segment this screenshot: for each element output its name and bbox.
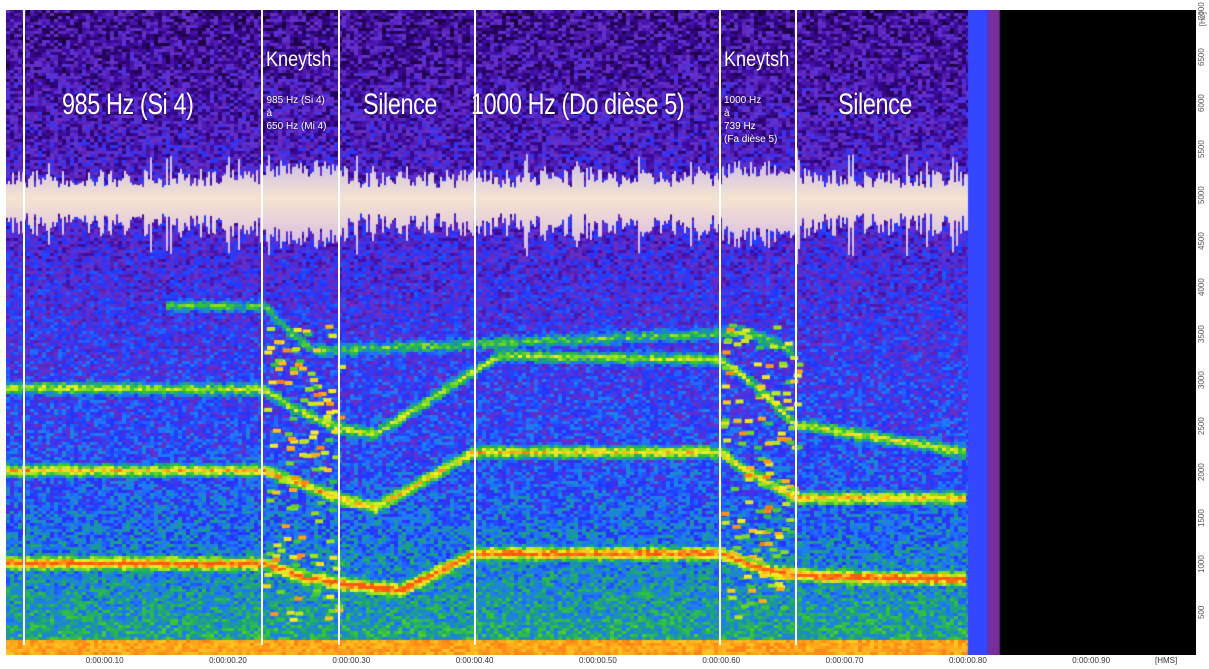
y-tick-label: 5000 bbox=[1197, 186, 1206, 205]
x-tick-label: 0:00:00.30 bbox=[332, 656, 371, 665]
y-tick-label: 3500 bbox=[1197, 324, 1206, 343]
segment-boundary-line bbox=[719, 10, 721, 645]
segment-detail: (Fa dièse 5) bbox=[724, 134, 778, 145]
x-tick-label: 0:00:00.10 bbox=[85, 656, 124, 665]
y-tick-label: 1000 bbox=[1197, 555, 1206, 573]
y-tick-label: 4500 bbox=[1197, 232, 1206, 251]
y-tick-label: 6500 bbox=[1197, 48, 1206, 67]
segment-detail: à bbox=[724, 108, 730, 119]
y-tick-label: 6000 bbox=[1197, 94, 1206, 113]
y-axis-unit: [Hz] bbox=[1198, 12, 1207, 27]
y-axis: 500 1000 1500 2000 2500 3000 3500 4000 4500 5000 5… bbox=[1196, 2, 1209, 655]
segment-detail: 739 Hz bbox=[724, 121, 756, 132]
x-tick-label: 0:00:00.50 bbox=[579, 656, 617, 665]
annotation-layer: 985 Hz (Si 4) Kneytsh 985 Hz (Si 4) à 650 Hz… bbox=[6, 10, 1196, 655]
x-axis: [HMS] 0:00:00.10 0:00:00.20 0:00:00.30 0:00… bbox=[0, 655, 1209, 669]
segment-label: Silence bbox=[362, 88, 437, 121]
spectrogram-canvas bbox=[6, 10, 1196, 655]
segment-boundary-line bbox=[795, 10, 798, 645]
x-axis-unit: [HMS] bbox=[1155, 656, 1178, 665]
x-tick-label: 0:00:00.80 bbox=[948, 656, 987, 665]
segment-boundary-line bbox=[261, 10, 264, 645]
y-tick-label: 2000 bbox=[1197, 462, 1206, 481]
y-tick-label: 4000 bbox=[1197, 278, 1206, 297]
segment-detail: à bbox=[266, 108, 273, 119]
x-tick-label: 0:00:00.70 bbox=[825, 656, 864, 665]
segment-title: Kneytsh bbox=[266, 48, 332, 71]
x-tick-label: 0:00:00.40 bbox=[455, 656, 494, 665]
segment-label: Silence bbox=[838, 88, 913, 121]
y-tick-label: 5500 bbox=[1197, 140, 1206, 159]
y-tick-label: 500 bbox=[1197, 605, 1206, 619]
segment-title: Kneytsh bbox=[724, 48, 790, 71]
x-tick-label: 0:00:00.90 bbox=[1072, 656, 1111, 665]
segment-label: 1000 Hz (Do dièse 5) bbox=[471, 88, 685, 121]
spectrogram-plot: 985 Hz (Si 4) Kneytsh 985 Hz (Si 4) à 650 Hz… bbox=[6, 10, 1196, 655]
segment-boundary-line bbox=[337, 10, 340, 645]
x-tick-label: 0:00:00.60 bbox=[702, 656, 741, 665]
y-tick-label: 3000 bbox=[1197, 370, 1206, 389]
segment-detail: 1000 Hz bbox=[724, 95, 762, 106]
segment-boundary-line bbox=[473, 10, 476, 645]
y-tick-label: 1500 bbox=[1197, 508, 1206, 527]
segment-detail: 650 Hz (Mi 4) bbox=[266, 121, 327, 132]
segment-boundary-line bbox=[23, 10, 26, 645]
y-tick-label: 2500 bbox=[1197, 416, 1206, 435]
segment-detail: 985 Hz (Si 4) bbox=[266, 95, 325, 106]
segment-label: 985 Hz (Si 4) bbox=[61, 88, 194, 121]
x-tick-label: 0:00:00.20 bbox=[209, 656, 247, 665]
